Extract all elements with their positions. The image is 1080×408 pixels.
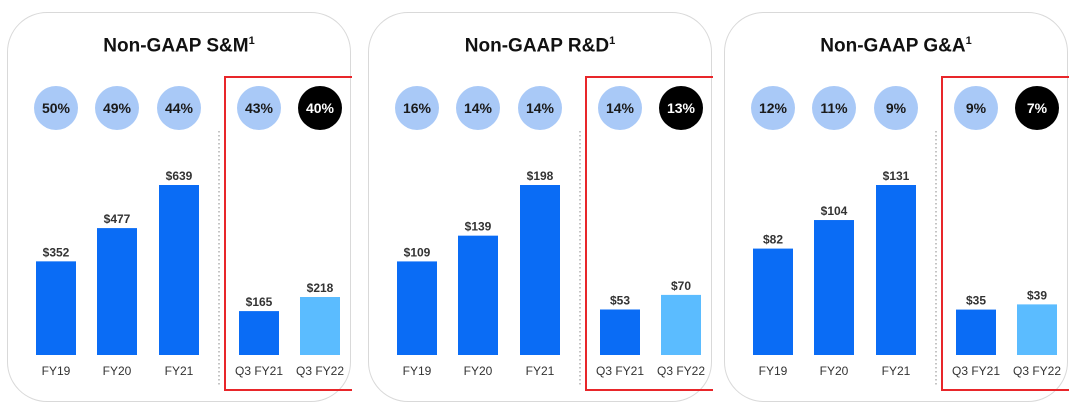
bar (956, 309, 996, 355)
percent-label: 12% (759, 100, 788, 116)
percent-label: 50% (42, 100, 71, 116)
chart-panel-rd: Non-GAAP R&D1 16% $109 FY19 14% $139 FY20 14% $… (368, 12, 713, 402)
bar (97, 228, 137, 355)
value-label: $82 (763, 233, 783, 247)
percent-circle (395, 86, 439, 130)
category-label: Q3 FY22 (296, 364, 344, 378)
bar (520, 185, 560, 355)
highlight-box (585, 76, 713, 391)
category-label: FY20 (820, 364, 849, 378)
percent-label: 11% (820, 100, 848, 116)
value-label: $165 (246, 295, 273, 309)
category-label: Q3 FY21 (596, 364, 644, 378)
bar (814, 220, 854, 355)
value-label: $218 (307, 281, 334, 295)
chart-svg: 16% $109 FY19 14% $139 FY20 14% $198 FY21 14% $53 Q… (395, 76, 713, 391)
bar (753, 248, 793, 355)
percent-label: 44% (165, 100, 194, 116)
highlight-box (224, 76, 352, 391)
value-label: $104 (821, 204, 848, 218)
percent-label: 14% (526, 100, 555, 116)
value-label: $139 (465, 220, 492, 234)
chart-panel-sm: Non-GAAP S&M1 50% $352 FY19 49% $477 FY20 44% $… (7, 12, 352, 402)
percent-circle (751, 86, 795, 130)
percent-circle (157, 86, 201, 130)
chart-title: Non-GAAP R&D1 (464, 35, 616, 57)
bar (159, 185, 199, 355)
value-label: $352 (43, 245, 70, 259)
percent-circle (598, 86, 642, 130)
percent-label: 13% (667, 100, 696, 116)
percent-label: 14% (606, 100, 635, 116)
chart-title: Non-GAAP S&M1 (103, 35, 255, 57)
category-label: Q3 FY21 (235, 364, 283, 378)
bar (36, 261, 76, 355)
bar (397, 261, 437, 355)
bar (661, 294, 701, 355)
value-label: $639 (166, 169, 193, 183)
percent-label: 14% (464, 100, 493, 116)
bar (300, 297, 340, 355)
percent-label: 49% (103, 100, 132, 116)
category-label: FY21 (165, 364, 194, 378)
chart-svg: 12% $82 FY19 11% $104 FY20 9% $131 FY21 9% $35 Q3 F… (751, 76, 1069, 391)
value-label: $70 (671, 279, 691, 293)
category-label: Q3 FY22 (1013, 364, 1061, 378)
value-label: $53 (610, 293, 630, 307)
percent-label: 16% (403, 100, 432, 116)
category-label: Q3 FY21 (952, 364, 1000, 378)
percent-circle (1015, 86, 1059, 130)
chart-svg: 50% $352 FY19 49% $477 FY20 44% $639 FY21 43% $165… (34, 76, 352, 391)
bar (876, 185, 916, 355)
bar (239, 311, 279, 355)
category-label: FY20 (464, 364, 493, 378)
percent-label: 40% (306, 100, 335, 116)
percent-circle (659, 86, 703, 130)
bar (1017, 304, 1057, 355)
highlight-box (941, 76, 1069, 391)
category-label: FY21 (526, 364, 555, 378)
category-label: FY19 (42, 364, 71, 378)
value-label: $198 (527, 169, 554, 183)
percent-circle (298, 86, 342, 130)
percent-label: 9% (886, 100, 907, 116)
chart-panel-ga: Non-GAAP G&A1 12% $82 FY19 11% $104 FY20 9% $13… (724, 12, 1069, 402)
percent-circle (456, 86, 500, 130)
percent-circle (518, 86, 562, 130)
category-label: FY21 (882, 364, 911, 378)
bar (458, 235, 498, 355)
value-label: $35 (966, 294, 986, 308)
percent-label: 43% (245, 100, 274, 116)
value-label: $477 (104, 212, 131, 226)
percent-circle (954, 86, 998, 130)
category-label: FY19 (759, 364, 788, 378)
value-label: $131 (883, 169, 910, 183)
percent-circle (812, 86, 856, 130)
value-label: $109 (404, 245, 431, 259)
category-label: FY20 (103, 364, 132, 378)
category-label: FY19 (403, 364, 432, 378)
percent-label: 7% (1027, 100, 1048, 116)
bar (600, 309, 640, 355)
chart-title: Non-GAAP G&A1 (820, 35, 972, 57)
percent-circle (874, 86, 918, 130)
percent-label: 9% (966, 100, 987, 116)
category-label: Q3 FY22 (657, 364, 705, 378)
percent-circle (34, 86, 78, 130)
percent-circle (237, 86, 281, 130)
value-label: $39 (1027, 288, 1047, 302)
percent-circle (95, 86, 139, 130)
